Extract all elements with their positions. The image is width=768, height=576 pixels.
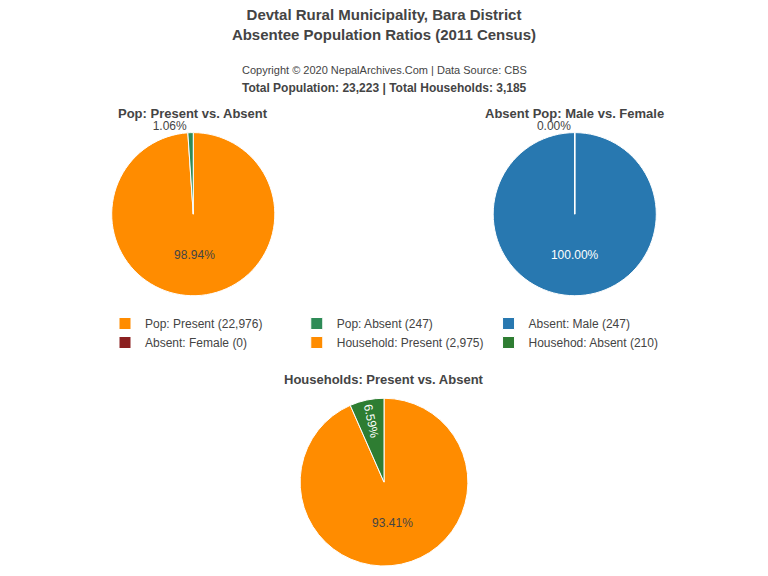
svg-text:6.59%: 6.59% (361, 403, 382, 439)
svg-text:93.41%: 93.41% (372, 516, 413, 530)
svg-text:Absent: Female (0): Absent: Female (0) (145, 336, 247, 350)
svg-text:Devtal Rural Municipality, Bar: Devtal Rural Municipality, Bara District… (232, 6, 536, 43)
svg-text:Househod: Absent (210): Househod: Absent (210) (529, 336, 658, 350)
svg-text:1.06%: 1.06% (153, 119, 187, 133)
svg-text:Total Population: 23,223 | Tot: Total Population: 23,223 | Total Househo… (242, 81, 527, 95)
svg-text:Copyright © 2020 NepalArchives: Copyright © 2020 NepalArchives.Com | Dat… (242, 64, 527, 76)
svg-text:Absent: Male (247): Absent: Male (247) (529, 317, 630, 331)
svg-text:Absent Pop: Male vs. Female: Absent Pop: Male vs. Female (485, 106, 664, 121)
svg-text:Household: Present (2,975): Household: Present (2,975) (337, 336, 484, 350)
svg-text:Households: Present vs. Absent: Households: Present vs. Absent (284, 372, 484, 387)
svg-text:98.94%: 98.94% (174, 248, 215, 262)
svg-text:0.00%: 0.00% (537, 119, 571, 133)
svg-text:Pop: Present (22,976): Pop: Present (22,976) (145, 317, 262, 331)
svg-text:Pop: Present vs. Absent: Pop: Present vs. Absent (118, 106, 268, 121)
svg-text:100.00%: 100.00% (551, 248, 599, 262)
svg-text:Pop: Absent (247): Pop: Absent (247) (337, 317, 433, 331)
